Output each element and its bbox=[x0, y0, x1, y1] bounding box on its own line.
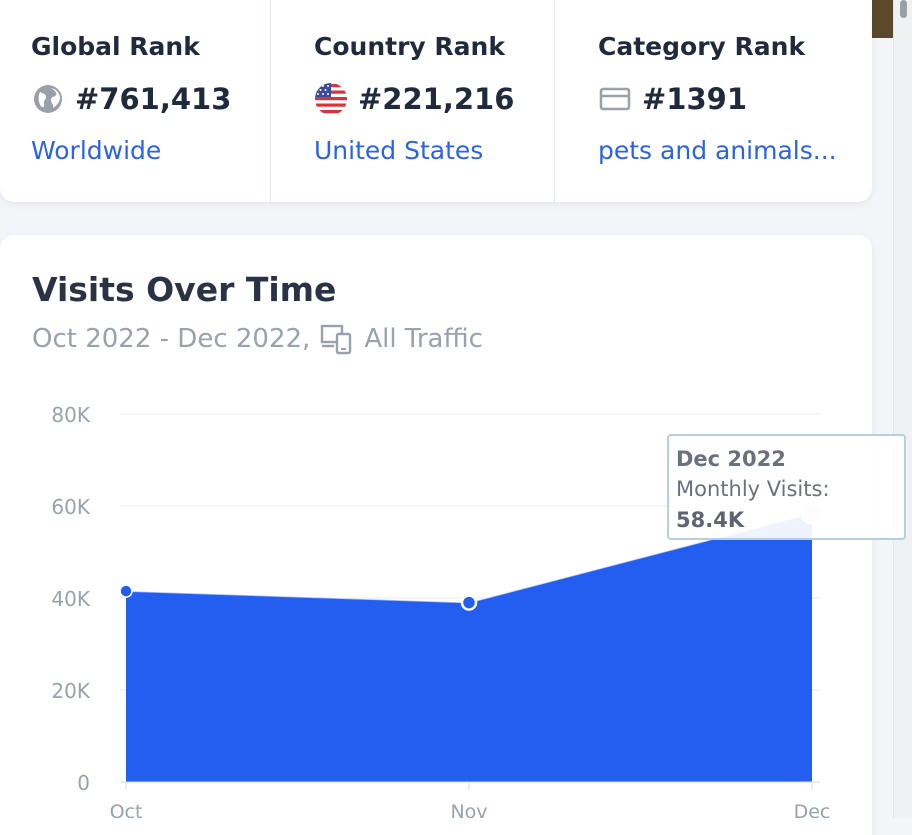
x-tick-label: Dec bbox=[794, 801, 831, 818]
visits-area-chart: 0 20K 40K 60K 80K Oct Nov Dec bbox=[51, 403, 831, 818]
rank-summary-card: Global Rank #761,413 Worldwide Country R… bbox=[0, 0, 872, 202]
global-rank-row: #761,413 bbox=[31, 82, 231, 116]
visits-subtitle: Oct 2022 - Dec 2022, All Traffic bbox=[32, 323, 483, 355]
date-range: Oct 2022 - Dec 2022, bbox=[32, 324, 311, 354]
data-point bbox=[119, 584, 133, 598]
country-rank-title: Country Rank bbox=[314, 32, 505, 61]
country-rank-value: #221,216 bbox=[358, 82, 515, 116]
y-tick-label: 20K bbox=[51, 679, 90, 703]
visits-area bbox=[126, 513, 812, 782]
global-rank-title: Global Rank bbox=[31, 32, 200, 61]
global-rank-section: Global Rank #761,413 Worldwide bbox=[0, 0, 271, 202]
country-rank-section: Country Rank bbox=[271, 0, 555, 202]
category-rank-link[interactable]: pets and animals... bbox=[598, 136, 837, 165]
data-point bbox=[460, 594, 478, 611]
y-tick-label: 40K bbox=[51, 587, 90, 611]
scrollbar-thumb[interactable] bbox=[900, 0, 907, 18]
y-tick-label: 60K bbox=[51, 495, 90, 519]
country-rank-row: #221,216 bbox=[314, 82, 514, 116]
tooltip-label: Monthly Visits: bbox=[676, 477, 830, 501]
devices-icon bbox=[320, 323, 354, 355]
category-rank-section: Category Rank #1391 pets and animals... bbox=[555, 0, 872, 202]
category-card-icon bbox=[598, 82, 632, 116]
x-tick-label: Oct bbox=[110, 801, 143, 818]
traffic-type[interactable]: All Traffic bbox=[364, 324, 483, 354]
globe-icon bbox=[31, 82, 65, 116]
category-rank-title: Category Rank bbox=[598, 32, 806, 61]
visits-title: Visits Over Time bbox=[32, 270, 337, 309]
country-rank-link[interactable]: United States bbox=[314, 136, 484, 165]
y-tick-label: 0 bbox=[77, 771, 90, 795]
tooltip-title: Dec 2022 bbox=[676, 447, 786, 471]
tooltip-value: 58.4K bbox=[676, 508, 745, 532]
page-scrollbar[interactable] bbox=[893, 0, 912, 818]
global-rank-link[interactable]: Worldwide bbox=[31, 136, 162, 165]
category-rank-value: #1391 bbox=[642, 82, 748, 116]
global-rank-value: #761,413 bbox=[75, 82, 232, 116]
chart-tooltip: Dec 2022 Monthly Visits: 58.4K bbox=[667, 434, 906, 540]
y-tick-label: 80K bbox=[51, 403, 90, 427]
x-tick-label: Nov bbox=[450, 801, 487, 818]
us-flag-icon bbox=[314, 82, 348, 116]
category-rank-row: #1391 bbox=[598, 82, 747, 116]
